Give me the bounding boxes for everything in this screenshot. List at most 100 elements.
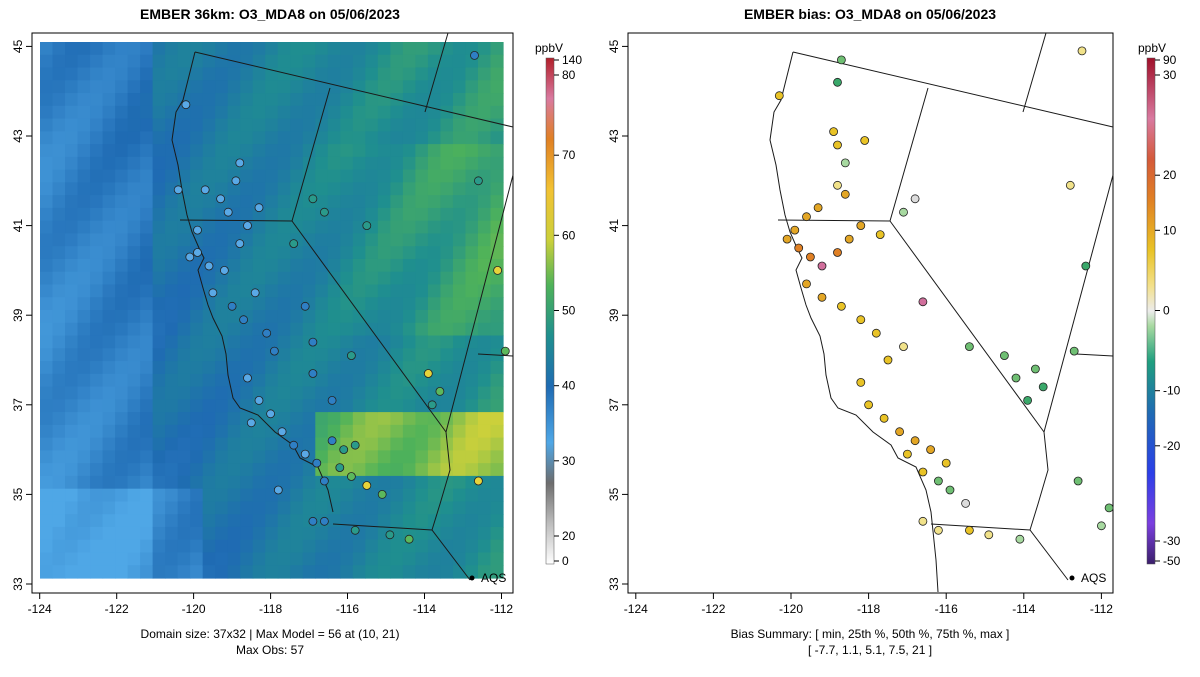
heatmap-cell (252, 565, 266, 579)
heatmap-cell (277, 195, 291, 209)
heatmap-cell (52, 373, 66, 388)
heatmap-cell (177, 463, 191, 477)
heatmap-cell (77, 182, 91, 196)
heatmap-cell (52, 93, 66, 107)
heatmap-cell (115, 501, 129, 515)
heatmap-cell (377, 118, 391, 132)
heatmap-cell (127, 526, 141, 541)
heatmap-cell (390, 399, 404, 413)
heatmap-cell (77, 526, 91, 541)
heatmap-cell (340, 361, 354, 375)
obs-point (204, 261, 214, 271)
heatmap-cell (65, 144, 79, 158)
heatmap-cell (152, 80, 166, 94)
heatmap-cell (277, 335, 291, 349)
heatmap-cell (190, 93, 204, 107)
heatmap-cell (177, 207, 191, 222)
heatmap-cell (440, 322, 454, 337)
heatmap-cell (452, 361, 467, 375)
right-y-tick-label: 45 (607, 39, 621, 53)
heatmap-cell (402, 488, 416, 503)
heatmap-cell (415, 526, 429, 541)
heatmap-cell (90, 195, 104, 209)
heatmap-cell (465, 131, 479, 145)
bias-point (840, 189, 850, 199)
heatmap-cell (465, 437, 479, 451)
heatmap-cell (327, 322, 341, 337)
heatmap-cell (165, 258, 179, 273)
heatmap-cell (327, 118, 341, 132)
heatmap-cell (490, 488, 504, 503)
heatmap-cell (402, 67, 416, 81)
heatmap-cell (102, 54, 116, 69)
heatmap-cell (165, 310, 179, 324)
bias-point (782, 234, 792, 244)
heatmap-cell (327, 412, 341, 426)
heatmap-cell (365, 335, 379, 349)
obs-point (500, 346, 510, 356)
bias-point (1015, 534, 1025, 544)
heatmap-cell (427, 131, 442, 145)
heatmap-cell (140, 514, 154, 528)
heatmap-cell (140, 195, 154, 209)
heatmap-cell (90, 182, 104, 196)
heatmap-cell (152, 310, 166, 324)
heatmap-cell (102, 501, 116, 515)
heatmap-cell (427, 271, 442, 286)
heatmap-cell (452, 463, 467, 477)
heatmap-cell (202, 118, 216, 132)
bias-point (879, 413, 889, 423)
bias-point (856, 315, 866, 325)
heatmap-cell (477, 271, 492, 286)
heatmap-cell (440, 514, 454, 528)
heatmap-cell (302, 207, 316, 222)
heatmap-cell (452, 412, 467, 426)
heatmap-cell (315, 67, 329, 81)
heatmap-cell (390, 169, 404, 183)
heatmap-cell (402, 131, 416, 145)
heatmap-cell (415, 463, 429, 477)
heatmap-cell (165, 54, 179, 69)
heatmap-cell (177, 450, 191, 464)
heatmap-cell (352, 310, 366, 324)
heatmap-cell (302, 144, 316, 158)
heatmap-cell (265, 373, 279, 388)
heatmap-cell (452, 80, 467, 94)
heatmap-cell (140, 118, 154, 132)
heatmap-cell (377, 450, 391, 464)
heatmap-cell (465, 552, 479, 566)
heatmap-cell (377, 514, 391, 528)
heatmap-cell (202, 310, 216, 324)
obs-point (266, 409, 276, 419)
heatmap-cell (427, 373, 442, 388)
heatmap-cell (365, 118, 379, 132)
heatmap-cell (52, 526, 66, 541)
heatmap-cell (140, 144, 154, 158)
heatmap-cell (427, 424, 442, 439)
heatmap-cell (352, 463, 366, 477)
heatmap-cell (152, 361, 166, 375)
obs-point (219, 265, 229, 275)
bias-point (961, 498, 970, 508)
heatmap-cell (65, 42, 79, 56)
heatmap-cell (202, 386, 216, 400)
heatmap-cell (477, 399, 492, 413)
heatmap-cell (202, 169, 216, 183)
heatmap-cell (102, 144, 116, 158)
heatmap-cell (65, 233, 79, 247)
heatmap-cell (290, 144, 304, 158)
heatmap-cell (365, 271, 379, 286)
heatmap-cell (477, 514, 492, 528)
heatmap-cell (427, 412, 442, 426)
heatmap-cell (227, 552, 241, 566)
bias-point (774, 91, 784, 101)
heatmap-cell (477, 565, 492, 579)
heatmap-cell (202, 93, 216, 107)
heatmap-cell (277, 131, 291, 145)
heatmap-cell (227, 80, 241, 94)
heatmap-cell (215, 373, 229, 388)
right-colorbar-tick-label: 10 (1163, 223, 1177, 237)
heatmap-cell (327, 514, 341, 528)
heatmap-cell (427, 220, 442, 235)
heatmap-cell (140, 488, 154, 503)
